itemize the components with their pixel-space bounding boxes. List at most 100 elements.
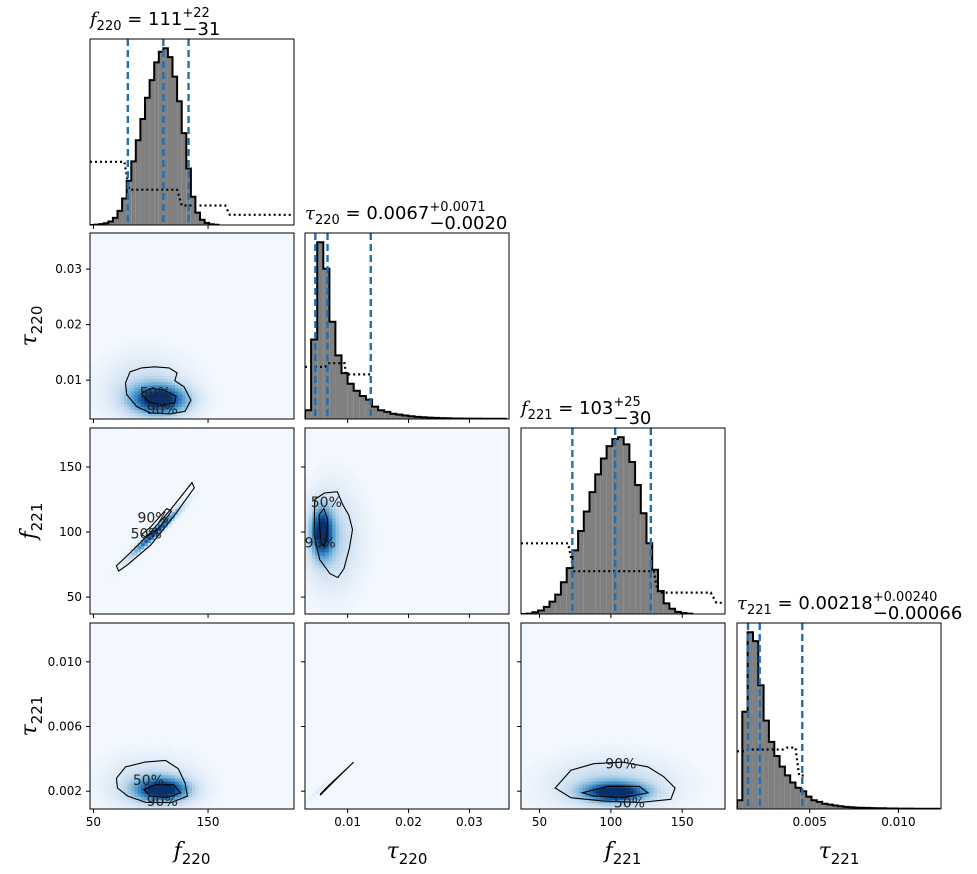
density-cell: [561, 796, 566, 801]
density-cell: [212, 403, 217, 407]
density-cell: [151, 381, 155, 386]
density-cell: [667, 802, 671, 807]
density-cell: [602, 781, 607, 785]
density-cell: [124, 409, 128, 414]
density-cell: [626, 747, 631, 751]
density-cell: [332, 496, 336, 500]
density-cell: [362, 490, 367, 494]
density-cell: [185, 388, 189, 392]
density-cell: [141, 796, 145, 801]
density-cell: [103, 366, 108, 370]
density-cell: [305, 502, 309, 506]
density-cell: [198, 793, 203, 797]
density-cell: [209, 793, 213, 797]
density-cell: [561, 762, 566, 766]
density-cell: [141, 357, 145, 361]
density-cell: [117, 400, 121, 404]
density-cell: [527, 793, 532, 797]
density-cell: [366, 573, 370, 578]
density-cell: [120, 391, 125, 395]
density-cell: [328, 527, 333, 531]
density-cell: [96, 799, 101, 804]
density-cell: [110, 784, 115, 788]
density-cell: [339, 505, 343, 509]
density-cell: [158, 793, 162, 797]
density-cell: [359, 486, 364, 491]
density-cell: [670, 771, 675, 776]
density-cell: [582, 805, 586, 809]
density-cell: [606, 802, 610, 807]
density-cell: [113, 753, 118, 757]
density-cell: [185, 796, 189, 801]
density-cell: [369, 521, 374, 525]
density-cell: [373, 536, 377, 540]
density-cell: [103, 799, 108, 804]
density-cell: [195, 388, 200, 392]
density-cell: [362, 564, 367, 568]
density-cell: [120, 774, 125, 779]
density-cell: [164, 400, 169, 404]
contour-50: [140, 387, 177, 406]
density-cell: [154, 378, 159, 383]
density-cell: [141, 771, 145, 776]
density-cell: [164, 347, 169, 352]
density-cell: [322, 527, 326, 531]
density-cell: [96, 790, 101, 794]
density-cell: [161, 747, 166, 751]
density-cell: [524, 771, 529, 776]
density-cell: [185, 750, 189, 754]
density-cell: [202, 391, 206, 395]
density-cell: [151, 753, 155, 757]
density-cell: [322, 592, 326, 596]
density-cell: [339, 552, 343, 556]
density-cell: [521, 787, 525, 791]
density-cell: [127, 415, 132, 419]
density-cell: [144, 768, 149, 773]
density-background: [90, 428, 294, 614]
density-cell: [369, 567, 374, 571]
density-cell: [168, 756, 172, 760]
density-cell: [195, 771, 200, 776]
density-cell: [626, 753, 631, 757]
density-cell: [181, 508, 186, 513]
density-cell: [175, 781, 179, 785]
density-cell: [332, 598, 336, 602]
density-cell: [325, 493, 330, 497]
density-cell: [171, 784, 176, 788]
density-cell: [178, 508, 183, 513]
density-cell: [352, 517, 357, 522]
density-cell: [315, 471, 319, 475]
density-cell: [202, 768, 206, 773]
density-cell: [629, 799, 634, 804]
density-cell: [575, 756, 580, 760]
density-cell: [147, 743, 152, 748]
density-cell: [592, 781, 597, 785]
density-cell: [602, 747, 607, 751]
density-cell: [130, 350, 135, 355]
density-cell: [110, 412, 115, 417]
density-cell: [677, 787, 682, 791]
density-cell: [158, 784, 162, 788]
density-cell: [335, 465, 340, 469]
density-cell: [356, 493, 360, 497]
density-cell: [646, 768, 651, 773]
hist-bar: [347, 383, 354, 419]
density-cell: [154, 388, 159, 392]
density-cell: [117, 388, 121, 392]
density-cell: [629, 771, 634, 776]
density-cell: [595, 799, 600, 804]
density-cell: [315, 508, 319, 513]
density-cell: [178, 369, 183, 373]
density-cell: [158, 768, 162, 773]
density-cell: [373, 533, 377, 537]
density-cell: [521, 784, 525, 788]
density-cell: [141, 344, 145, 349]
title-lower-f221: −30: [613, 408, 651, 429]
density-cell: [117, 412, 121, 417]
density-cell: [110, 394, 115, 398]
density-cell: [130, 412, 135, 417]
density-cell: [215, 787, 220, 791]
density-cell: [161, 784, 166, 788]
density-cell: [134, 344, 138, 349]
density-cell: [127, 778, 132, 782]
